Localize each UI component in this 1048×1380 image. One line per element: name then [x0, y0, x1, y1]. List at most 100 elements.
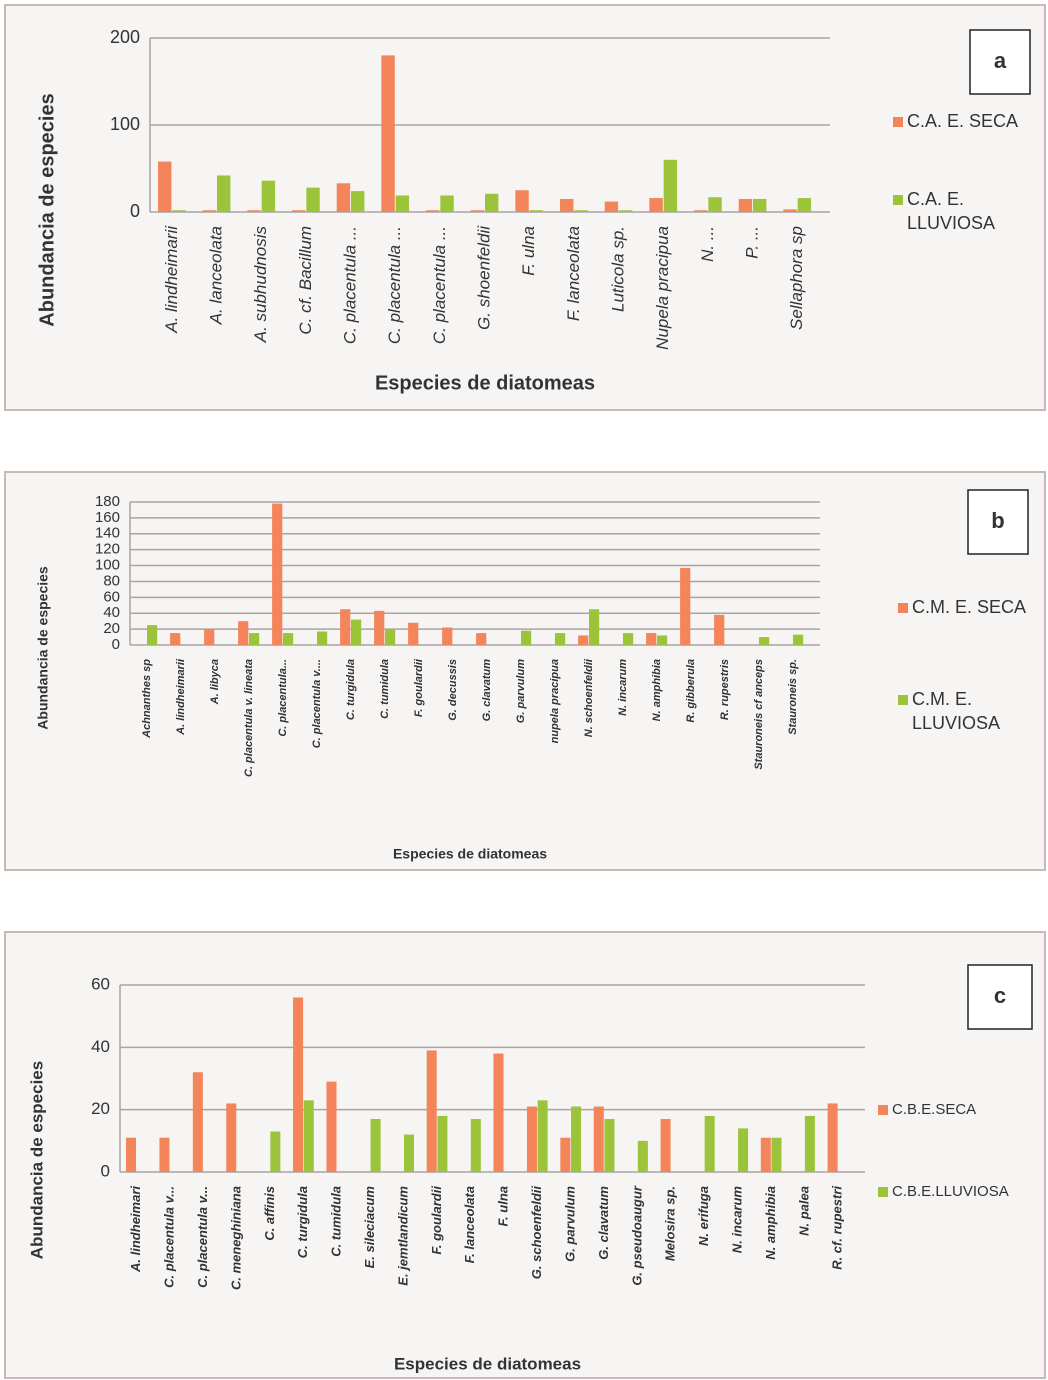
bar [408, 622, 419, 645]
bar [192, 1072, 203, 1172]
x-tick-label: C. placentula v... [162, 1186, 177, 1288]
bar [159, 1137, 170, 1172]
x-tick-label: E. sileciacum [362, 1186, 377, 1269]
bar [604, 1119, 615, 1172]
x-tick-label: C. affinis [262, 1186, 277, 1241]
x-tick-label: R. gibberula [685, 659, 697, 723]
y-tick-label: 60 [103, 588, 120, 605]
bar [649, 198, 663, 212]
bar [714, 614, 725, 645]
bar [797, 198, 812, 212]
bar [292, 210, 306, 212]
bar [637, 1140, 648, 1172]
x-tick-label: P. ... [742, 226, 761, 259]
x-tick-label: C. placentula ... [385, 226, 404, 344]
y-tick-label: 100 [95, 557, 120, 574]
bar [574, 210, 588, 212]
bar [694, 210, 708, 212]
x-tick-label: A. lindheimarii [162, 225, 181, 334]
bar [426, 1050, 437, 1172]
bar [738, 1128, 749, 1172]
x-tick-label: A. lanceolata [206, 226, 225, 325]
legend-label: C.B.E.LLUVIOSA [892, 1183, 1009, 1200]
x-tick-label: N. palea [796, 1186, 811, 1236]
x-tick-label: C. turgidula [345, 659, 357, 720]
bar [804, 1115, 815, 1172]
bar [426, 210, 440, 212]
panel: 0 20 40 60 A. lindheimari C. placentula v... C… [4, 931, 1046, 1379]
bar [526, 1106, 537, 1172]
bar [381, 55, 395, 213]
x-tick-label: R. cf. rupestri [830, 1186, 845, 1270]
bar [827, 1103, 838, 1172]
bar [619, 210, 633, 212]
bar [293, 997, 304, 1172]
bar [238, 621, 249, 645]
y-tick-label: 140 [95, 525, 120, 542]
y-tick-label: 20 [91, 1099, 110, 1118]
y-tick-label: 0 [101, 1161, 110, 1180]
panel-frame [4, 471, 1046, 871]
x-tick-label: G. clavatum [481, 659, 493, 722]
x-tick-label: G. shoenfeldii [474, 225, 493, 330]
x-tick-label: F. ulna [496, 1186, 511, 1226]
legend-line: C.B.E.SECA [892, 1101, 976, 1118]
legend-label: C.M. E. SECA [912, 597, 1026, 617]
legend-label: C.M. E. LLUVIOSA [912, 689, 1000, 733]
bar [270, 1131, 281, 1172]
legend-line: C.A. E. SECA [907, 111, 1018, 131]
legend-label: C.A. E. SECA [907, 111, 1018, 131]
y-axis-title: Abundancia de especies [36, 93, 58, 326]
bar [470, 1119, 481, 1172]
bar [771, 1137, 782, 1172]
x-tick-label: C. placentula ... [430, 226, 449, 344]
panel-letter: c [994, 983, 1006, 1008]
bar [126, 1137, 137, 1172]
bar [476, 633, 487, 645]
y-tick-label: 200 [110, 27, 140, 47]
legend-label: C.A. E. LLUVIOSA [907, 189, 995, 233]
x-tick-label: C. turgidula [295, 1186, 310, 1258]
x-tick-label: N. amphibia [763, 1186, 778, 1260]
x-tick-label: G. decussis [447, 659, 459, 721]
legend-swatch [878, 1187, 888, 1197]
x-tick-label: Stauroneis sp. [787, 659, 799, 735]
bar [317, 631, 328, 645]
x-tick-label: R. rupestris [719, 659, 731, 720]
x-tick-label: C. placentula v.... [311, 659, 323, 748]
x-tick-label: N. erifuga [696, 1186, 711, 1246]
bar [395, 195, 410, 212]
x-tick-label: F. goulardii [429, 1186, 444, 1255]
legend-line: LLUVIOSA [907, 213, 995, 233]
panel-letter: b [991, 508, 1004, 533]
x-tick-label: F. lanceolata [564, 226, 583, 321]
y-tick-label: 100 [110, 114, 140, 134]
x-tick-label: Achnanthes sp [141, 659, 153, 739]
x-tick-label: N. ... [698, 226, 717, 262]
y-tick-label: 180 [95, 493, 120, 510]
x-tick-label: Nupela pracipua [653, 226, 672, 350]
bar [783, 209, 797, 212]
x-tick-label: N. incarum [730, 1186, 745, 1254]
y-tick-label: 60 [91, 974, 110, 993]
legend-line: C.A. E. [907, 189, 964, 209]
x-tick-label: C. placentula v. lineata [243, 659, 255, 777]
x-tick-label: G. schoenfeldii [529, 1186, 544, 1280]
x-tick-label: G. pseudoaugur [629, 1185, 644, 1286]
legend-swatch [898, 695, 908, 705]
x-tick-label: N. schoenfeldii [583, 658, 595, 737]
y-axis-title: Abundancia de especies [27, 1061, 46, 1259]
x-tick-label: A. libyca [209, 659, 221, 705]
bar [172, 210, 186, 212]
x-tick-label: Luticola sp. [608, 226, 627, 312]
bar [704, 1115, 715, 1172]
bar [560, 198, 574, 212]
bar [515, 190, 529, 212]
y-tick-label: 80 [103, 572, 120, 589]
x-tick-label: N. incarum [617, 659, 629, 716]
bar [555, 633, 566, 645]
x-tick-label: N. amphibia [651, 659, 663, 721]
legend-line: C.M. E. [912, 689, 972, 709]
